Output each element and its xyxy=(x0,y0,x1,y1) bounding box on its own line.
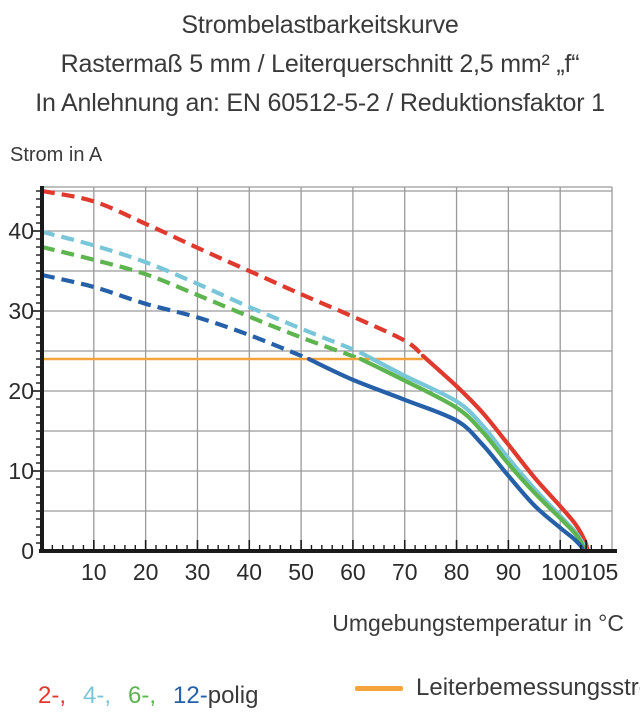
x-tick-label: 10 xyxy=(81,559,107,585)
x-tick-label: 40 xyxy=(236,559,262,585)
x-tick-label: 50 xyxy=(288,559,314,585)
rated-current-line-swatch xyxy=(355,685,403,691)
legend-12-polig: 12- xyxy=(173,682,208,709)
x-tick-label: 105 xyxy=(580,559,618,585)
y-tick-label: 10 xyxy=(8,458,34,484)
x-tick-label: 60 xyxy=(340,559,366,585)
legend-6-polig: 6-, xyxy=(128,682,157,709)
y-tick-label: 30 xyxy=(8,298,34,324)
poles-legend: 2-, 4-, 6-, 12-polig xyxy=(38,682,258,710)
rated-current-legend: Leiterbemessungsstrom xyxy=(355,674,640,702)
curve-6-polig-dashed xyxy=(41,244,362,361)
curve-12-polig-dashed xyxy=(41,272,310,361)
chart-title-block: Strombelastbarkeitskurve Rastermaß 5 mm … xyxy=(0,6,640,123)
legend-4-polig: 4-, xyxy=(83,682,112,709)
title-line-2: Rastermaß 5 mm / Leiterquerschnitt 2,5 m… xyxy=(60,50,580,78)
rated-current-label: Leiterbemessungsstrom xyxy=(416,674,640,701)
x-tick-label: 20 xyxy=(133,559,159,585)
x-axis-title: Umgebungstemperatur in °C xyxy=(332,610,624,636)
legend-2-polig: 2-, xyxy=(38,682,67,709)
curve-4-polig-dashed xyxy=(41,229,373,361)
curve-12-polig-solid xyxy=(306,356,586,554)
x-tick-label: 100 xyxy=(541,559,579,585)
y-tick-label: 0 xyxy=(21,538,34,564)
y-tick-label: 20 xyxy=(8,378,34,404)
curve-2-polig-solid xyxy=(420,353,590,554)
x-tick-label: 30 xyxy=(185,559,211,585)
legend-polig-suffix: polig xyxy=(207,682,259,709)
curve-6-polig-solid xyxy=(358,356,588,554)
curve-2-polig-dashed xyxy=(41,188,425,358)
y-axis-title: Strom in A xyxy=(10,144,103,166)
title-line-1: Strombelastbarkeitskurve xyxy=(181,11,459,39)
x-tick-label: 80 xyxy=(444,559,470,585)
x-tick-label: 90 xyxy=(496,559,522,585)
chart-svg: 10 20 30 40 50 60 70 80 90 100 105 0 10 20 30 40 xyxy=(8,186,618,585)
title-line-3: In Anlehnung an: EN 60512-5-2 / Reduktio… xyxy=(35,89,605,117)
y-tick-label: 40 xyxy=(8,218,34,244)
x-tick-label: 70 xyxy=(392,559,418,585)
